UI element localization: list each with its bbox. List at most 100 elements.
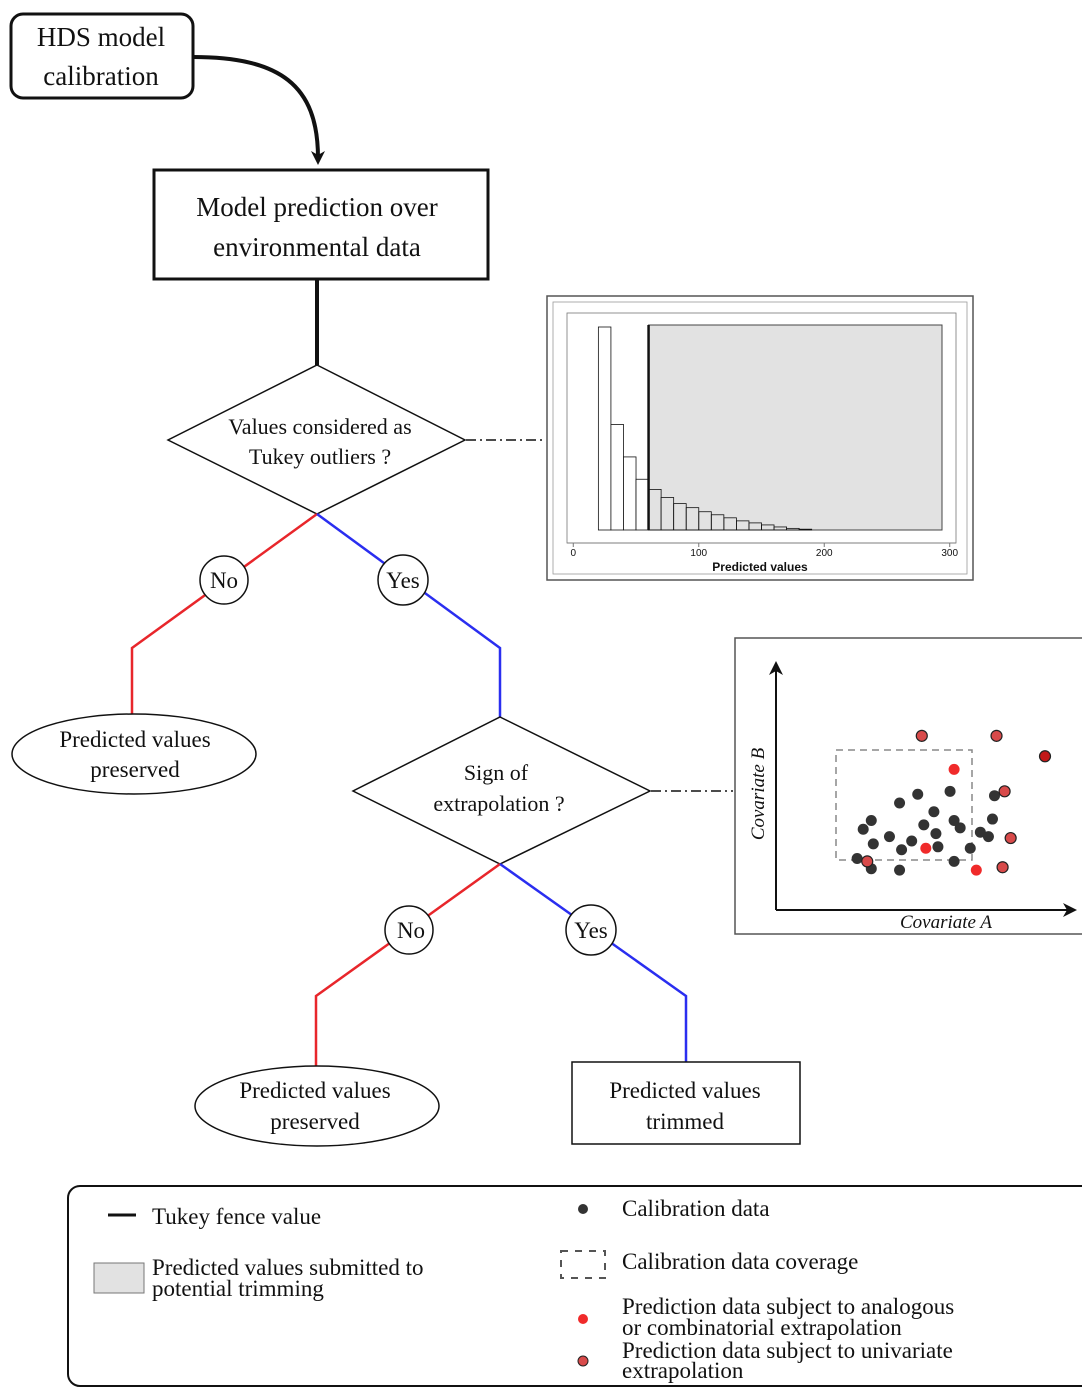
calibration-point [894, 864, 906, 876]
scatter-points [851, 729, 1052, 876]
legend-analogous-label-2: or combinatorial extrapolation [622, 1315, 902, 1340]
analogous-point [948, 763, 960, 775]
calibration-point [918, 819, 930, 831]
calibration-line-2: calibration [43, 61, 159, 91]
calibration-node: HDS model calibration [9, 12, 195, 100]
preserved-2-line-2: preserved [270, 1109, 360, 1134]
legend-shaded-swatch [93, 1262, 145, 1294]
trimmed-line-2: trimmed [646, 1109, 724, 1134]
calibration-point [948, 815, 960, 827]
scatter-xlabel: Covariate A [900, 912, 992, 933]
yes-label-2: Yes [574, 918, 608, 943]
no-circle-1: No [199, 555, 249, 605]
calibration-point [912, 788, 924, 800]
extrapolation-question-line-2: extrapolation ? [433, 791, 564, 816]
no-label-2: No [397, 918, 425, 943]
trimmed-line-1: Predicted values [609, 1078, 760, 1103]
legend-coverage-swatch [560, 1250, 606, 1279]
legend-coverage-label: Calibration data coverage [622, 1249, 858, 1274]
calibration-point [948, 855, 960, 867]
histogram-bars [597, 326, 813, 531]
prediction-line-1: Model prediction over [196, 192, 437, 222]
tukey-decision: Values considered as Tukey outliers ? [166, 364, 467, 515]
legend-analogous-dot [578, 1314, 588, 1324]
prediction-line-2: environmental data [213, 232, 421, 262]
calibration-point [894, 797, 906, 809]
univariate-point [1004, 831, 1017, 845]
histogram-bar-1 [610, 424, 624, 531]
calibration-point [906, 835, 918, 847]
no-branch-1 [130, 512, 318, 718]
tukey-question-line-2: Tukey outliers ? [249, 444, 391, 469]
calibration-point [867, 838, 879, 850]
histogram-tick-label: 0 [570, 548, 576, 559]
calibration-point [954, 822, 966, 834]
calibration-point [944, 785, 956, 797]
calibration-line-1: HDS model [37, 22, 165, 52]
extrapolation-decision: Sign of extrapolation ? [351, 716, 652, 865]
histogram-bar-2 [623, 456, 637, 531]
no-label-1: No [210, 568, 238, 593]
calibration-point [851, 852, 863, 864]
yes-circle-1: Yes [377, 554, 429, 606]
calibration-point [883, 831, 895, 843]
scatter-panel: Covariate A Covariate B [734, 637, 1082, 935]
yes-circle-2: Yes [565, 904, 617, 956]
calibration-point [928, 806, 940, 818]
extrapolation-question-line-1: Sign of [464, 760, 529, 785]
preserved-node-1: Predicted values preserved [11, 713, 257, 795]
calibration-point [982, 831, 994, 843]
histogram-xlabel: Predicted values [712, 560, 808, 574]
histogram-tick-label: 100 [690, 548, 707, 559]
preserved-node-2: Predicted values preserved [194, 1065, 440, 1147]
scatter-ylabel: Covariate B [748, 747, 769, 840]
yes-branch-1 [316, 512, 502, 717]
yes-label-1: Yes [386, 568, 420, 593]
trimmed-node: Predicted values trimmed [571, 1061, 801, 1145]
histogram-tick-label: 200 [816, 548, 833, 559]
legend-univariate-label-2: extrapolation [622, 1358, 744, 1383]
legend-calibration-label: Calibration data [622, 1196, 770, 1221]
univariate-point [998, 785, 1011, 798]
analogous-point [920, 842, 932, 854]
trimming-region [648, 324, 943, 531]
legend-analogous-label-1: Prediction data subject to analogous [622, 1294, 954, 1319]
legend-shaded-label-2: potential trimming [152, 1276, 324, 1301]
histogram-bar-0 [597, 326, 612, 531]
univariate-point [915, 729, 928, 742]
univariate-point [861, 855, 874, 868]
legend-shaded-label-1: Predicted values submitted to [152, 1255, 423, 1280]
legend-calibration-dot [578, 1204, 588, 1214]
histogram-panel: 0 100 200 300 Predicted values [546, 295, 974, 581]
calibration-point [932, 841, 944, 853]
analogous-point [970, 864, 982, 876]
calibration-point [989, 790, 1000, 802]
histogram-bar-3 [635, 478, 649, 531]
univariate-point [996, 861, 1009, 874]
preserved-1-line-2: preserved [90, 757, 180, 782]
preserved-1-line-1: Predicted values [59, 727, 210, 752]
histogram-tick-label: 300 [941, 548, 958, 559]
calibration-to-prediction-arrow [192, 55, 325, 165]
calibration-point [974, 826, 986, 838]
histogram-bar-16 [798, 528, 813, 531]
histogram-ticks: 0 100 200 300 [570, 543, 959, 559]
calibration-point [964, 842, 976, 854]
legend-fence-label: Tukey fence value [152, 1204, 321, 1229]
calibration-point [930, 828, 942, 840]
legend-univariate-dot [577, 1355, 589, 1367]
yes-branch-2 [499, 862, 688, 1062]
no-branch-2 [314, 862, 501, 1068]
calibration-point [986, 813, 998, 825]
preserved-2-line-1: Predicted values [239, 1078, 390, 1103]
calibration-point [896, 844, 908, 856]
calibration-point [865, 815, 877, 827]
calibration-coverage-box [835, 749, 973, 861]
univariate-point [990, 729, 1003, 742]
no-circle-2: No [384, 905, 434, 955]
tukey-question-line-1: Values considered as [228, 414, 411, 439]
univariate-point [1038, 750, 1052, 763]
calibration-point [857, 823, 869, 835]
legend: Tukey fence value Predicted values submi… [67, 1185, 1082, 1387]
